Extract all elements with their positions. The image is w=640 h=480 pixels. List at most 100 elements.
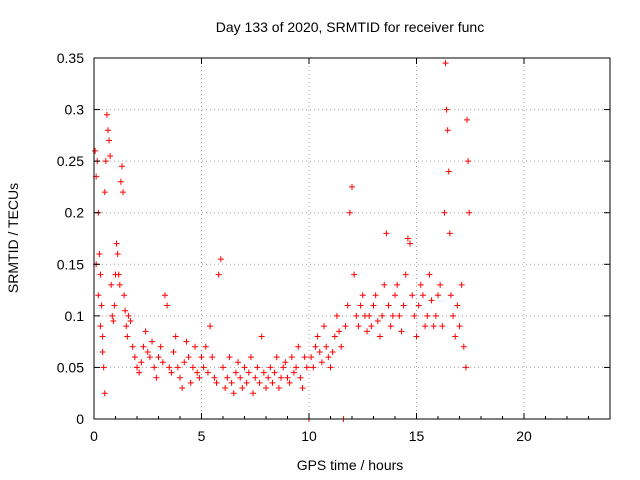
x-axis-label: GPS time / hours bbox=[297, 457, 404, 473]
data-point bbox=[273, 354, 280, 361]
data-point bbox=[381, 281, 388, 288]
data-point bbox=[327, 364, 334, 371]
data-point bbox=[250, 390, 257, 397]
data-point bbox=[136, 369, 143, 376]
data-point bbox=[260, 369, 267, 376]
data-point bbox=[293, 364, 300, 371]
data-point bbox=[419, 292, 426, 299]
data-point bbox=[409, 292, 416, 299]
y-tick-label: 0.05 bbox=[57, 359, 84, 375]
data-point bbox=[351, 271, 358, 278]
data-point bbox=[444, 127, 451, 134]
data-point bbox=[142, 328, 149, 335]
x-tick-label: 15 bbox=[409, 428, 425, 444]
data-point bbox=[168, 369, 175, 376]
data-point bbox=[192, 343, 199, 350]
data-point bbox=[430, 323, 437, 330]
data-point bbox=[107, 152, 114, 159]
data-point bbox=[321, 323, 328, 330]
x-tick-label: 20 bbox=[516, 428, 532, 444]
data-point bbox=[265, 374, 272, 381]
data-point bbox=[284, 374, 291, 381]
data-point bbox=[117, 178, 124, 185]
data-point bbox=[413, 333, 420, 340]
data-point bbox=[271, 369, 278, 376]
data-point bbox=[282, 359, 289, 366]
data-point bbox=[92, 147, 99, 154]
data-point bbox=[247, 354, 254, 361]
data-point bbox=[151, 364, 158, 371]
data-point bbox=[422, 323, 429, 330]
data-point bbox=[290, 369, 297, 376]
data-point bbox=[368, 323, 375, 330]
data-point bbox=[323, 343, 330, 350]
y-tick-label: 0.15 bbox=[57, 256, 84, 272]
data-point bbox=[389, 312, 396, 319]
data-point bbox=[411, 312, 418, 319]
plot-frame bbox=[93, 57, 611, 420]
data-point bbox=[450, 312, 457, 319]
data-point bbox=[98, 302, 105, 309]
data-point bbox=[424, 312, 431, 319]
data-point bbox=[376, 333, 383, 340]
data-points bbox=[92, 60, 473, 422]
data-point bbox=[170, 348, 177, 355]
data-point bbox=[243, 379, 250, 386]
data-point bbox=[447, 292, 454, 299]
data-point bbox=[456, 323, 463, 330]
data-point bbox=[314, 333, 321, 340]
data-point bbox=[344, 302, 351, 309]
data-point bbox=[241, 364, 248, 371]
data-point bbox=[181, 359, 188, 366]
data-point bbox=[111, 302, 118, 309]
data-point bbox=[346, 209, 353, 216]
data-point bbox=[104, 127, 111, 134]
x-tick-label: 10 bbox=[301, 428, 317, 444]
data-point bbox=[166, 364, 173, 371]
y-tick-label: 0.1 bbox=[65, 308, 85, 324]
data-point bbox=[172, 333, 179, 340]
data-point bbox=[333, 312, 340, 319]
data-point bbox=[366, 312, 373, 319]
y-tick-label: 0.2 bbox=[65, 205, 85, 221]
data-point bbox=[194, 369, 201, 376]
data-point bbox=[211, 374, 218, 381]
data-point bbox=[428, 297, 435, 304]
data-point bbox=[189, 364, 196, 371]
data-point bbox=[338, 343, 345, 350]
data-point bbox=[442, 60, 449, 67]
data-point bbox=[394, 281, 401, 288]
data-point bbox=[95, 292, 102, 299]
data-point bbox=[312, 343, 319, 350]
data-point bbox=[232, 369, 239, 376]
data-point bbox=[235, 359, 242, 366]
data-point bbox=[122, 307, 129, 314]
data-point bbox=[207, 323, 214, 330]
data-point bbox=[134, 364, 140, 371]
y-tick-label: 0 bbox=[76, 411, 84, 427]
data-point bbox=[222, 385, 229, 392]
data-point bbox=[220, 364, 226, 371]
data-point bbox=[99, 333, 106, 340]
data-point bbox=[454, 302, 461, 309]
data-point bbox=[308, 354, 315, 361]
data-point bbox=[230, 390, 237, 397]
data-point bbox=[396, 312, 403, 319]
data-point bbox=[275, 385, 282, 392]
data-point bbox=[196, 374, 203, 381]
data-point bbox=[202, 343, 209, 350]
data-point bbox=[446, 230, 453, 237]
data-point bbox=[400, 302, 407, 309]
data-point bbox=[113, 240, 120, 247]
data-point bbox=[110, 318, 117, 325]
data-point bbox=[174, 364, 181, 371]
data-point bbox=[398, 328, 405, 335]
data-point bbox=[452, 333, 459, 340]
data-point bbox=[426, 271, 433, 278]
data-point bbox=[404, 235, 411, 242]
data-point bbox=[102, 158, 109, 165]
data-point bbox=[239, 385, 246, 392]
data-point bbox=[209, 354, 216, 361]
data-point bbox=[402, 271, 409, 278]
